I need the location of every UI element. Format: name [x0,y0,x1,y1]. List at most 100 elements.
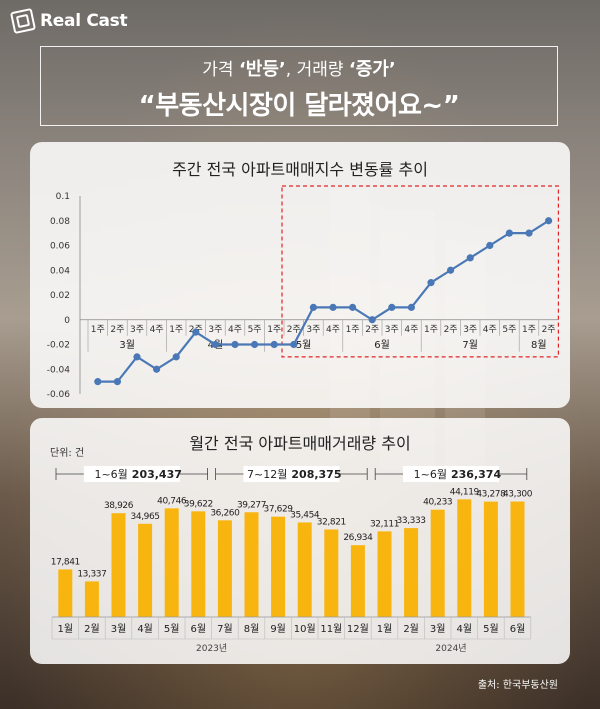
bar [297,522,312,617]
month-group-label: 6월 [374,339,390,351]
week-tick-label: 2주 [110,324,124,335]
week-tick-label: 3주 [385,324,399,335]
headline-sub-prefix: 가격 [202,60,239,80]
month-tick-label: 2월 [403,623,419,635]
month-tick-label: 3월 [430,623,446,635]
bar [271,516,286,617]
data-point [329,303,337,311]
bar [191,511,206,617]
period-sum-value: 236,374 [451,468,501,481]
data-point [113,378,121,386]
source-note: 출처: 한국부동산원 [477,680,558,691]
week-tick-label: 5주 [248,324,262,335]
week-tick-label: 5주 [502,324,516,335]
bar-value-label: 44,119 [450,487,480,497]
bar [84,581,99,617]
logo-icon [9,7,37,35]
data-point [133,353,141,361]
month-group-label: 5월 [296,339,312,351]
data-point [211,340,219,349]
month-tick-label: 3월 [111,623,127,635]
bar [217,520,232,617]
week-tick-label: 4주 [404,324,418,335]
bar-value-label: 37,629 [264,505,294,515]
week-tick-label: 1주 [169,324,183,335]
y-tick-label: -0.06 [47,390,71,400]
bar [377,531,392,617]
monthly-bar-chart: 1~6월 203,437 7~12월 208,375 1~6월 236,374 17,841… [51,466,533,654]
week-tick-label: 3주 [130,324,144,335]
week-tick-label: 3주 [306,324,320,335]
line-chart-title: 주간 전국 아파트매매지수 변동률 추이 [172,160,428,179]
brand-logo: Real Cast [9,7,128,35]
data-point [192,328,200,336]
year-group-label: 2023년 [196,643,227,654]
week-tick-label: 1주 [424,324,438,335]
week-tick-label: 1주 [267,324,281,335]
week-tick-label: 1주 [91,324,105,335]
data-point [447,266,455,274]
month-tick-label: 1월 [58,623,74,635]
data-point [231,340,239,349]
data-point [505,229,513,237]
bar [138,523,153,617]
month-tick-label: 2월 [84,623,100,635]
weekly-index-card: 주간 전국 아파트매매지수 변동률 추이 0.1 0.08 0.06 0.04 0.02… [30,142,570,408]
weekly-line-chart: 0.1 0.08 0.06 0.04 0.02 0 -0.02 -0.04 -0.06 1주 2주 3… [47,185,559,400]
headline-sub-mid: , 거래량 [285,60,349,80]
bar-chart-title: 월간 전국 아파트매매거래량 추이 [189,434,411,453]
y-tick-label: 0.06 [50,242,70,252]
month-tick-label: 5월 [164,623,180,635]
month-tick-label: 6월 [191,623,207,635]
bar-value-label: 32,111 [370,519,399,529]
headline-subtitle: 가격 ‘반등’, 거래량 ‘증가’ [41,55,557,81]
y-tick-label: -0.02 [47,341,70,351]
period-sum-label: 1~6월 [94,468,127,481]
data-point [153,365,161,373]
month-tick-label: 12월 [347,623,369,635]
data-point [290,340,298,349]
month-tick-label: 9월 [270,623,286,635]
week-tick-label: 4주 [150,324,164,335]
headline-sub-word2: ‘증가’ [348,59,396,80]
bar [111,513,126,617]
week-tick-label: 2주 [287,324,301,335]
period-sum-bg [243,466,340,482]
bar-value-label: 13,337 [77,569,106,579]
week-tick-label: 2주 [444,324,458,335]
data-point [349,303,357,311]
period-sum-bg [83,466,180,482]
week-tick-label: 4주 [326,324,340,335]
month-tick-label: 6월 [510,623,526,635]
period-sum-bg [403,466,499,482]
bar [58,569,73,617]
week-tick-label: 4주 [483,324,497,335]
bar-value-label: 38,926 [104,501,134,511]
data-point [94,378,102,386]
bar-value-label: 40,233 [423,498,452,508]
bar [430,509,445,617]
headline-sub-word1: ‘반등’ [238,59,286,80]
week-tick-label: 3주 [208,324,222,335]
bar [244,512,259,617]
bar-value-label: 43,300 [503,490,533,500]
data-point [427,279,435,287]
y-tick-label: 0.08 [50,217,70,227]
period-sum-value: 208,375 [291,468,341,481]
bar-value-label: 39,277 [237,500,266,510]
bar-value-label: 17,841 [51,557,80,567]
week-tick-label: 1주 [346,324,360,335]
y-tick-label: 0.02 [50,291,70,301]
data-point [545,217,553,225]
series-line [97,219,550,383]
month-tick-label: 1월 [377,623,393,635]
bar [324,529,339,617]
year-group-label: 2024년 [435,643,466,654]
month-tick-label: 7월 [217,623,233,635]
bar [483,501,498,617]
bar-value-label: 36,260 [210,508,240,518]
bar-value-label: 32,821 [317,517,346,527]
data-point [407,303,415,311]
bar [510,501,525,617]
month-group-label: 8월 [531,339,547,351]
